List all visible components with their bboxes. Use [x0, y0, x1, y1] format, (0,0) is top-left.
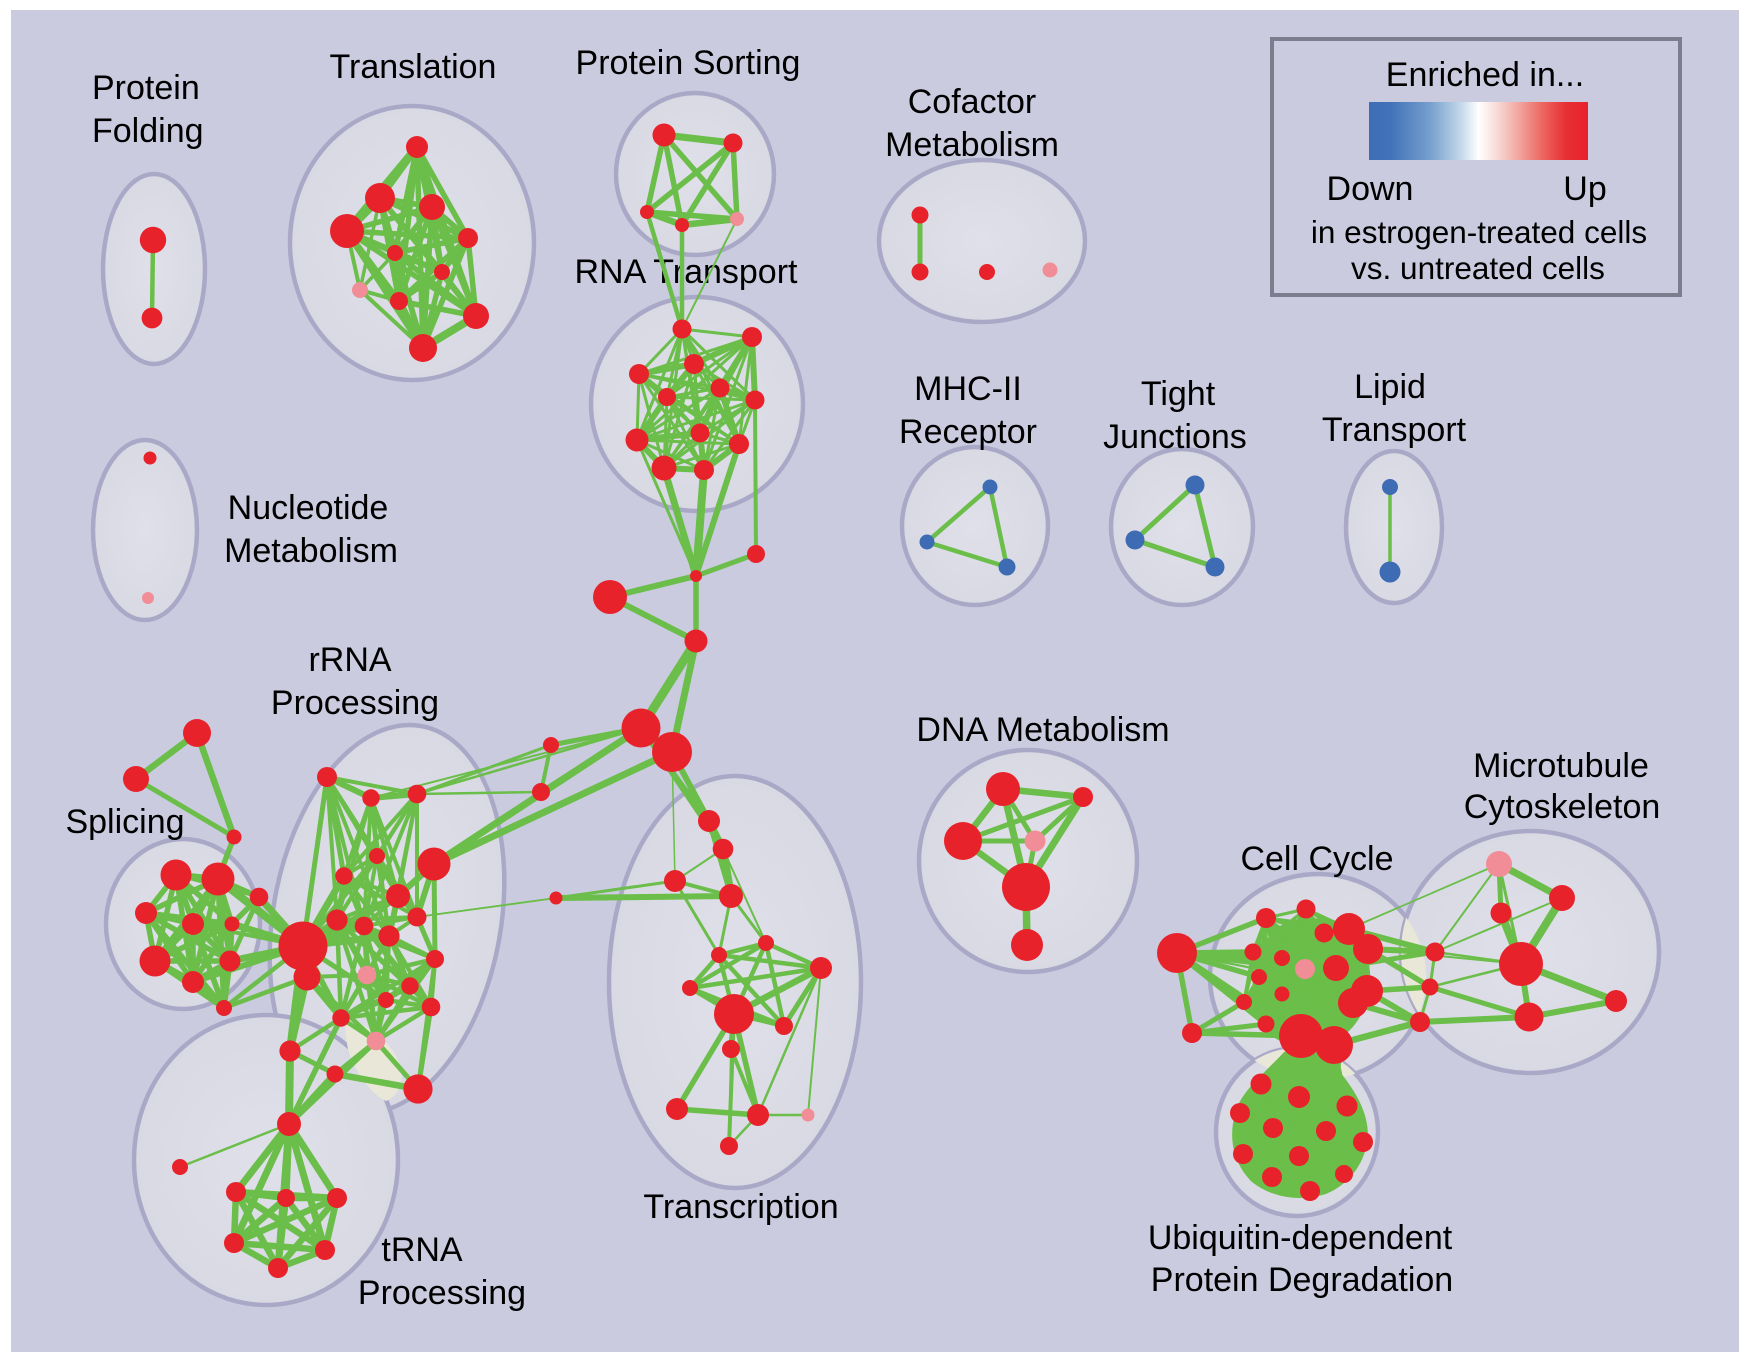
svg-text:Metabolism: Metabolism [224, 532, 398, 570]
svg-text:vs. untreated cells: vs. untreated cells [1351, 250, 1605, 286]
svg-text:MHC-II: MHC-II [914, 370, 1022, 408]
svg-text:Protein Sorting: Protein Sorting [576, 44, 801, 82]
svg-text:DNA Metabolism: DNA Metabolism [916, 711, 1169, 749]
svg-text:Ubiquitin-dependent: Ubiquitin-dependent [1148, 1219, 1453, 1257]
svg-text:tRNA: tRNA [381, 1231, 463, 1269]
svg-text:rRNA: rRNA [308, 641, 391, 679]
svg-text:Metabolism: Metabolism [885, 126, 1059, 164]
svg-text:Folding: Folding [92, 112, 204, 150]
svg-text:Protein: Protein [92, 69, 200, 107]
svg-text:Down: Down [1327, 170, 1414, 208]
svg-text:Microtubule: Microtubule [1473, 747, 1649, 785]
svg-text:Lipid: Lipid [1354, 368, 1426, 406]
svg-text:Transport: Transport [1322, 411, 1467, 449]
svg-text:Transcription: Transcription [643, 1188, 838, 1226]
svg-text:Tight: Tight [1141, 375, 1216, 413]
svg-text:in estrogen-treated cells: in estrogen-treated cells [1311, 214, 1647, 250]
svg-text:Cytoskeleton: Cytoskeleton [1464, 788, 1661, 826]
svg-text:Cofactor: Cofactor [908, 83, 1037, 121]
svg-text:Enriched in...: Enriched in... [1386, 56, 1584, 94]
svg-text:RNA Transport: RNA Transport [575, 253, 799, 291]
svg-text:Junctions: Junctions [1103, 418, 1247, 456]
svg-text:Protein Degradation: Protein Degradation [1151, 1261, 1453, 1299]
svg-text:Receptor: Receptor [899, 413, 1037, 451]
svg-text:Nucleotide: Nucleotide [228, 489, 389, 527]
svg-text:Up: Up [1563, 170, 1606, 208]
svg-text:Processing: Processing [271, 684, 439, 722]
svg-text:Translation: Translation [330, 48, 497, 86]
svg-text:Processing: Processing [358, 1274, 526, 1312]
svg-text:Splicing: Splicing [65, 803, 184, 841]
svg-text:Cell Cycle: Cell Cycle [1240, 840, 1393, 878]
